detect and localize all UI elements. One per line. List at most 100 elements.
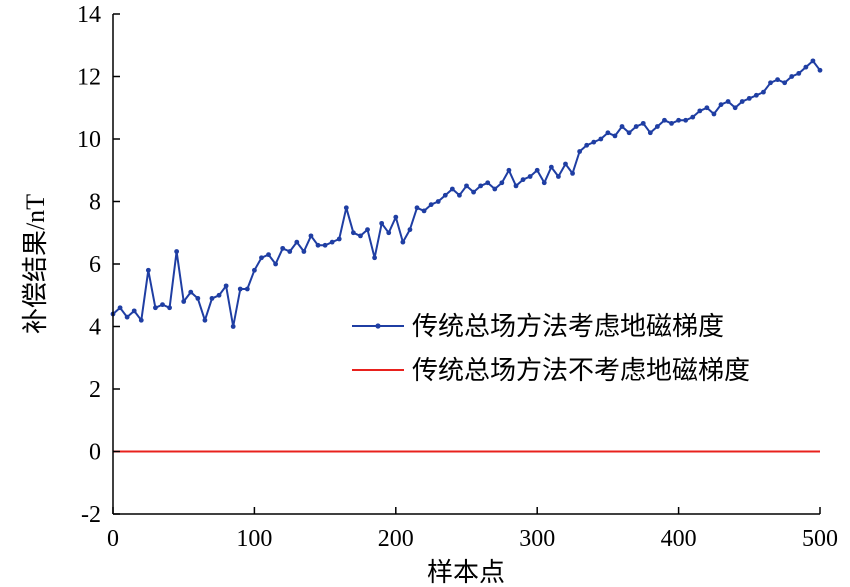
data-point [379, 220, 385, 226]
data-point [145, 267, 151, 273]
data-point [704, 105, 710, 111]
data-point [174, 249, 180, 254]
data-point [732, 105, 738, 111]
series-line-1 [112, 59, 821, 328]
axes [112, 14, 820, 515]
data-point [322, 242, 328, 248]
data-point [598, 136, 604, 142]
data-point [457, 192, 462, 198]
data-point [753, 92, 759, 98]
y-axis-title: 补偿结果/nT [21, 194, 50, 334]
data-point [287, 249, 293, 254]
x-axis-title: 样本点 [427, 558, 505, 587]
data-point [386, 230, 392, 236]
data-point [294, 239, 300, 245]
x-tick-label: 500 [802, 526, 838, 552]
x-tick-label: 0 [107, 526, 119, 552]
legend-label-series-1: 传统总场方法考虑地磁梯度 [412, 312, 724, 341]
data-point [131, 308, 137, 314]
data-point [308, 233, 314, 239]
data-point [817, 67, 823, 73]
data-point [619, 124, 625, 129]
y-tick-label: 0 [89, 440, 101, 466]
data-point [591, 139, 597, 145]
data-point [315, 242, 321, 248]
data-point [202, 317, 208, 323]
data-point [534, 167, 540, 173]
data-point [329, 239, 335, 245]
data-point [435, 199, 441, 204]
data-point [782, 80, 788, 86]
data-point [647, 130, 653, 136]
data-point [492, 186, 498, 192]
x-tick-label: 300 [519, 526, 555, 552]
data-point [280, 245, 286, 251]
data-point [796, 70, 802, 76]
data-point [683, 117, 689, 123]
y-tick-label: 8 [89, 190, 101, 216]
data-point [605, 130, 611, 136]
data-point [803, 64, 809, 70]
legend: 传统总场方法考虑地磁梯度 传统总场方法不考虑地磁梯度 [352, 312, 750, 385]
data-point [237, 286, 243, 292]
data-point [350, 230, 356, 236]
data-point [209, 295, 215, 301]
data-point [676, 117, 681, 123]
data-point [400, 239, 406, 245]
data-point [216, 292, 222, 298]
data-point [640, 120, 646, 126]
y-tick-label: -2 [81, 502, 101, 528]
data-point [244, 286, 250, 292]
data-point [336, 236, 342, 242]
data-point [301, 249, 307, 254]
y-tick-label: 12 [77, 65, 101, 91]
data-point [485, 180, 491, 186]
data-point [577, 149, 583, 154]
data-point [563, 161, 568, 167]
data-point [138, 317, 144, 323]
data-point [195, 295, 201, 301]
data-point [188, 289, 194, 295]
data-point [259, 255, 264, 261]
data-point [273, 261, 279, 267]
data-point [768, 80, 773, 86]
data-point [556, 174, 561, 179]
data-point [570, 170, 575, 176]
data-point [266, 252, 271, 258]
x-tick-label: 200 [378, 526, 414, 552]
data-point [464, 183, 469, 189]
y-tick-label: 14 [77, 2, 101, 28]
data-point [499, 180, 505, 186]
data-point [421, 208, 427, 214]
data-point [739, 99, 745, 104]
data-point [548, 164, 554, 170]
data-point [252, 267, 257, 273]
data-point [520, 177, 526, 183]
data-point [506, 167, 512, 173]
data-point [718, 102, 724, 108]
data-point [478, 183, 484, 189]
data-point [725, 99, 731, 104]
data-point [626, 130, 632, 136]
data-point [775, 77, 780, 83]
data-point [761, 89, 766, 95]
data-point [181, 299, 187, 304]
data-point [428, 202, 434, 208]
data-point [669, 120, 674, 126]
data-point [343, 205, 349, 211]
data-point [153, 305, 158, 311]
data-point [223, 283, 229, 289]
data-point [167, 305, 172, 311]
data-point [697, 108, 703, 114]
data-point [393, 214, 399, 220]
data-point [442, 192, 448, 198]
data-point [230, 324, 236, 329]
data-point [471, 189, 476, 195]
data-point [810, 58, 816, 64]
data-point [654, 124, 660, 129]
data-point [358, 233, 363, 239]
data-point [372, 255, 377, 261]
legend-label-series-2: 传统总场方法不考虑地磁梯度 [412, 356, 750, 385]
